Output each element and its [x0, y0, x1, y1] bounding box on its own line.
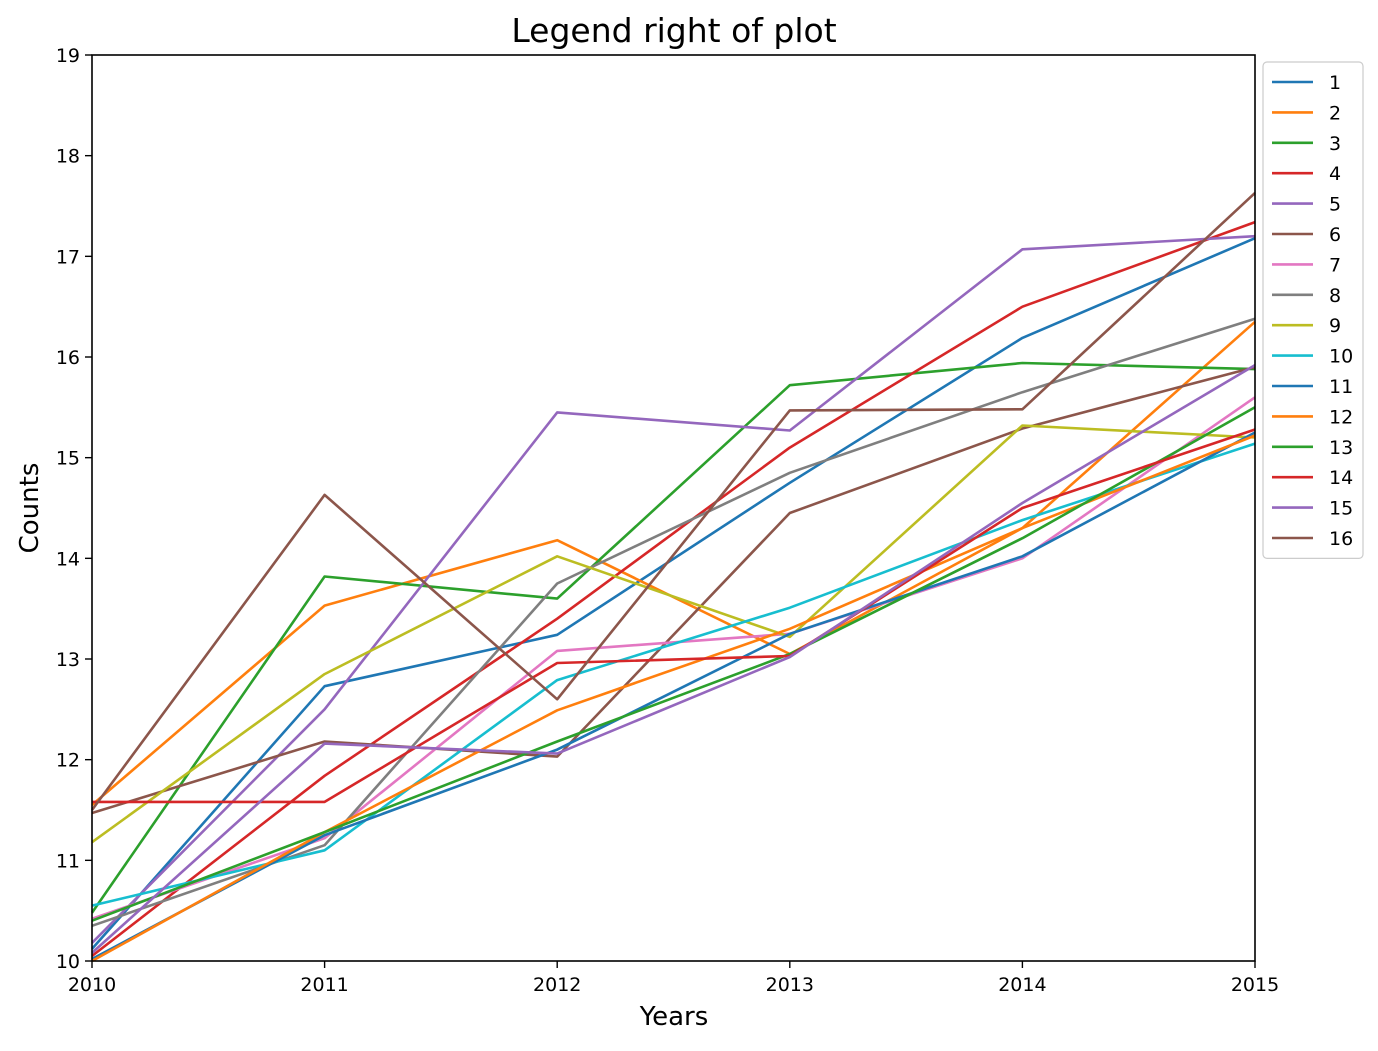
x-tick-label: 2014	[998, 974, 1046, 996]
x-tick-label: 2013	[766, 974, 814, 996]
x-tick-label: 2015	[1231, 974, 1279, 996]
plot-frame	[91, 54, 1256, 962]
series-line-13	[91, 406, 1256, 922]
legend-label: 11	[1329, 376, 1353, 398]
y-tick-label: 13	[56, 649, 80, 671]
y-tick-label: 10	[56, 951, 80, 973]
series-line-16	[90, 191, 1256, 811]
series-line-15	[91, 363, 1256, 954]
legend-label: 1	[1329, 72, 1341, 94]
series-line-4	[91, 220, 1256, 958]
legend-label: 12	[1329, 406, 1353, 428]
legend-label: 13	[1329, 437, 1353, 459]
x-axis-label: Years	[639, 1002, 709, 1032]
y-tick-label: 14	[56, 548, 80, 570]
series-line-8	[91, 317, 1256, 928]
legend-label: 14	[1329, 467, 1353, 489]
chart-title: Legend right of plot	[511, 11, 836, 50]
series-line-6	[91, 365, 1256, 815]
legend-label: 5	[1329, 194, 1341, 216]
legend-label: 8	[1329, 285, 1341, 307]
legend-label: 4	[1329, 163, 1341, 185]
series-line-11	[91, 431, 1256, 961]
x-tick-label: 2011	[300, 974, 348, 996]
y-tick-label: 19	[56, 45, 80, 67]
legend-label: 6	[1329, 224, 1341, 246]
legend-label: 10	[1329, 346, 1353, 368]
legend-label: 9	[1329, 315, 1341, 337]
y-tick-label: 12	[56, 750, 80, 772]
legend-label: 2	[1329, 102, 1341, 124]
y-axis-label: Counts	[15, 463, 45, 554]
series-line-7	[91, 396, 1256, 920]
series-layer	[90, 191, 1256, 963]
y-tick-label: 16	[56, 347, 80, 369]
y-tick-label: 15	[56, 448, 80, 470]
x-tick-label: 2012	[533, 974, 581, 996]
series-line-3	[90, 361, 1256, 914]
y-tick-label: 11	[56, 850, 80, 872]
series-line-5	[91, 234, 1256, 944]
x-tick-label: 2010	[68, 974, 116, 996]
legend-label: 7	[1329, 254, 1341, 276]
x-axis-ticks: 2010 2011 2012 2013 2014 2015	[68, 961, 1279, 996]
y-axis-ticks: 10 11 12 13 14 15 16 17 18 19	[56, 45, 92, 973]
y-tick-label: 18	[56, 146, 80, 168]
series-line-10	[91, 442, 1256, 907]
series-line-12	[91, 434, 1256, 963]
legend-frame	[1262, 61, 1364, 559]
legend-label: 3	[1329, 133, 1341, 155]
legend-label: 16	[1329, 528, 1353, 550]
series-line-9	[91, 424, 1256, 844]
legend-label: 15	[1329, 498, 1353, 520]
y-tick-label: 17	[56, 246, 80, 268]
series-line-14	[92, 428, 1256, 804]
series-line-1	[91, 237, 1256, 950]
series-line-2	[91, 320, 1256, 806]
